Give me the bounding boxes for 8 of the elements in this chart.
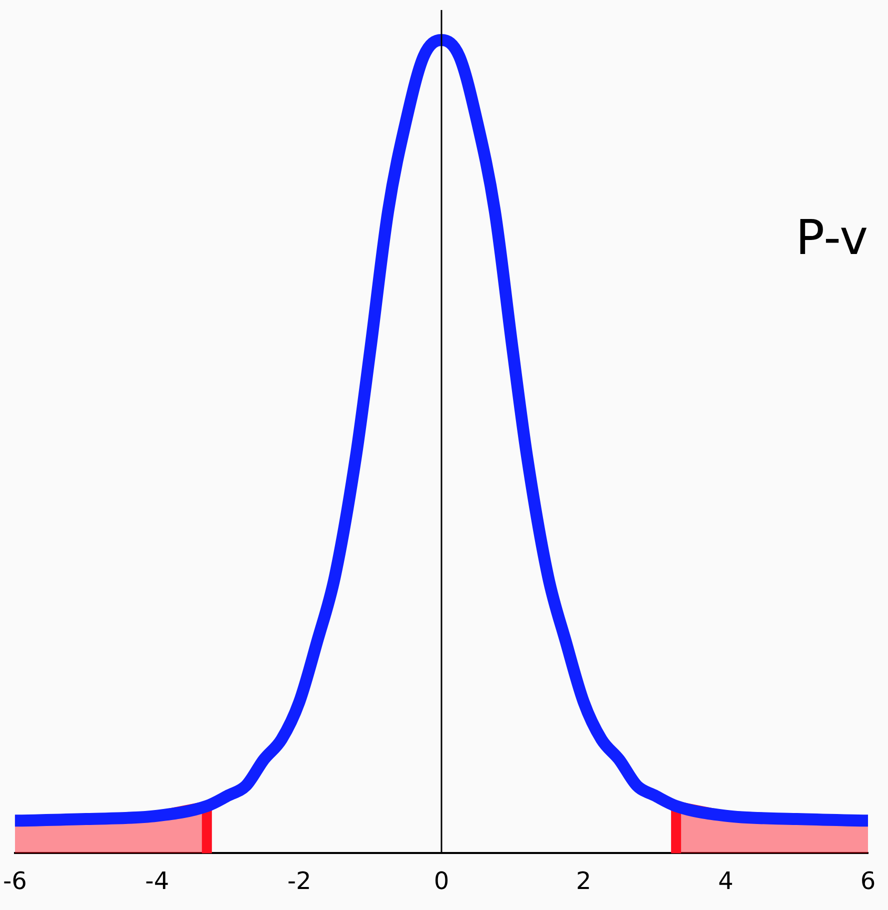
x-tick-label: -6 (2, 866, 27, 895)
annotation: P-v (796, 210, 868, 266)
x-tick-label: 0 (434, 866, 450, 895)
x-tick-label: 4 (718, 866, 734, 895)
x-tick-label: -2 (287, 866, 312, 895)
x-tick-label: -4 (145, 866, 170, 895)
x-tick-label: 6 (860, 866, 876, 895)
x-tick-label: 2 (576, 866, 592, 895)
